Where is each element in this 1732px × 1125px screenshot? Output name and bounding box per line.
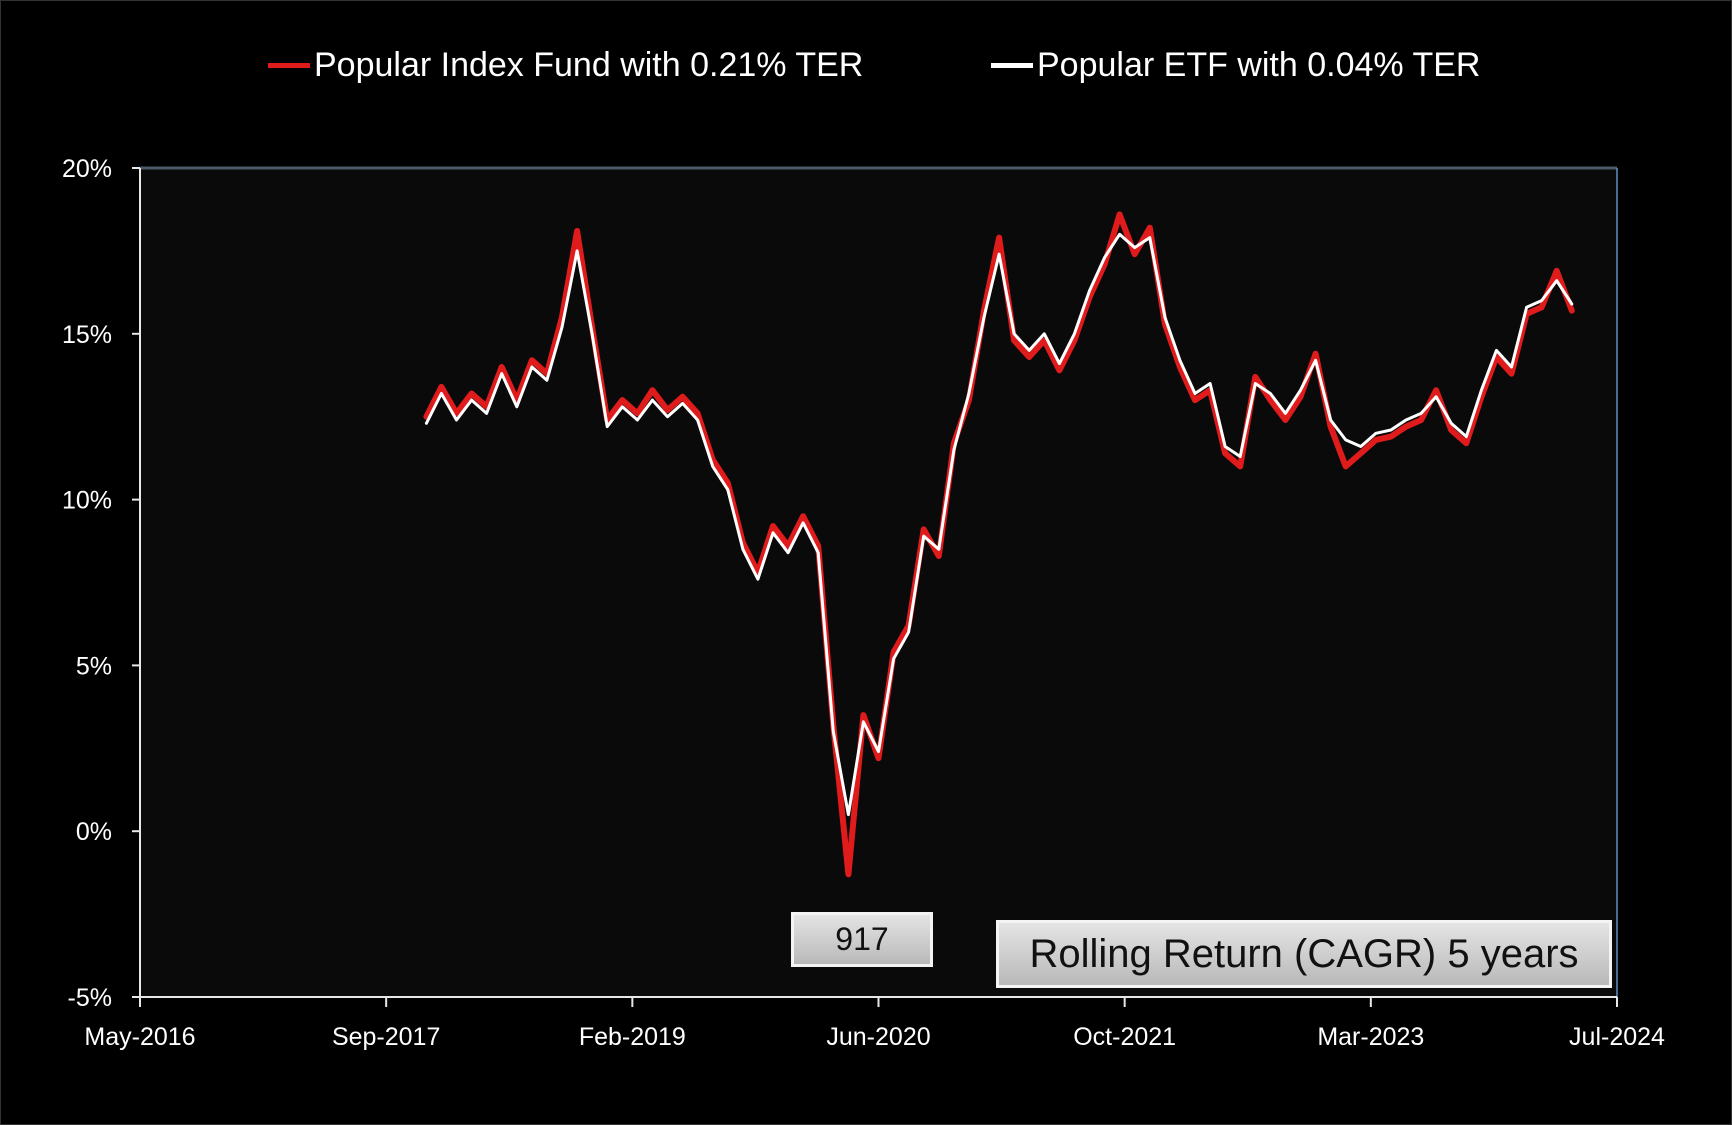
y-tick-label: 0% <box>76 818 112 846</box>
legend: Popular Index Fund with 0.21% TER Popula… <box>0 40 1732 90</box>
y-tick-label: -5% <box>68 984 112 1012</box>
x-tick-label: May-2016 <box>84 1023 195 1051</box>
tick-labels: 20% 15% 10% 5% 0% -5% May-2016 Sep-2017 Feb-2019… <box>62 155 1665 1051</box>
x-tick-label: Mar-2023 <box>1317 1023 1424 1051</box>
counter-value: 917 <box>835 921 889 957</box>
y-tick-label: 5% <box>76 652 112 680</box>
legend-swatch-index-fund <box>268 62 310 68</box>
legend-label-etf: Popular ETF with 0.04% TER <box>1037 45 1481 84</box>
x-tick-label: Sep-2017 <box>332 1023 440 1051</box>
x-tick-label: Feb-2019 <box>579 1023 686 1051</box>
x-tick-label: Jul-2024 <box>1569 1023 1665 1051</box>
y-tick-label: 20% <box>62 155 112 183</box>
y-tick-label: 15% <box>62 321 112 349</box>
plot-area <box>140 168 1617 997</box>
chart-axes <box>132 166 1618 1007</box>
counter-box: 917 <box>791 912 933 967</box>
legend-item-index-fund: Popular Index Fund with 0.21% TER <box>268 40 863 90</box>
series-line-popular-index-fund-with-0-21-ter <box>423 211 1575 878</box>
y-tick-label: 10% <box>62 487 112 515</box>
caption-text: Rolling Return (CAGR) 5 years <box>1029 931 1579 976</box>
x-tick-label: Oct-2021 <box>1073 1023 1176 1051</box>
legend-swatch-etf <box>991 62 1033 68</box>
x-tick-label: Jun-2020 <box>826 1023 930 1051</box>
series-line-popular-etf-with-0-04-ter <box>424 232 1574 817</box>
series-layer <box>423 211 1575 878</box>
legend-label-index-fund: Popular Index Fund with 0.21% TER <box>314 45 864 84</box>
caption-box: Rolling Return (CAGR) 5 years <box>996 920 1612 988</box>
legend-item-etf: Popular ETF with 0.04% TER <box>991 40 1480 90</box>
